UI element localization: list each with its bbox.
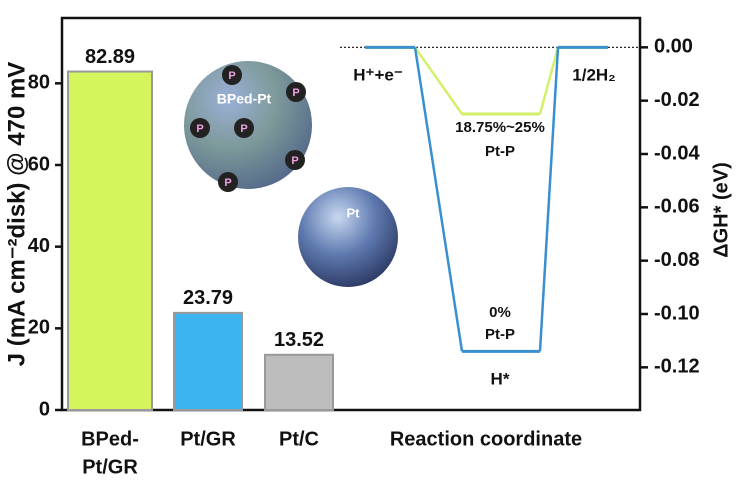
x-axis-label: Reaction coordinate [390,428,582,450]
series-label: Pt-P [485,143,515,160]
dopant-label: P [292,87,299,99]
x-tick-label: Pt/GR [82,456,138,478]
connector [413,46,464,115]
sphere-label: Pt [347,205,361,220]
dopant-dot [222,65,242,85]
state-label: 1/2H₂ [572,65,615,84]
y-tick-label: 40 [28,235,50,257]
x-tick-label: BPed- [81,428,139,450]
series-label: 0% [489,304,511,321]
state-label: H⁺+e⁻ [353,65,403,84]
dopant-dot [190,118,210,138]
value-label: 82.89 [85,46,135,68]
y-axis-label: J (mA cm⁻²disk) @ 470 mV [3,62,30,367]
y2-tick-label: -0.02 [654,89,700,111]
plot-frame [60,16,642,412]
y-tick-label: 0 [39,398,50,420]
y2-tick-label: -0.12 [654,356,700,378]
x-tick-label: Pt/C [279,428,319,450]
dopant-label: P [196,123,203,135]
series-label: 18.75%~25% [455,119,545,136]
series-label: Pt-P [485,326,515,343]
metal-sphere [298,187,398,287]
bar [67,70,153,411]
dopant-dot [286,82,306,102]
connector [538,47,560,352]
bar [264,353,334,411]
dopant-label: P [228,70,235,82]
bar [173,311,243,412]
y2-tick-label: -0.04 [654,142,700,164]
dopant-dot [285,150,305,170]
dopant-label: P [240,123,247,135]
y-tick-label: 20 [28,317,50,339]
x-tick-label: Pt/GR [180,428,236,450]
y2-tick-label: -0.08 [654,249,700,271]
y2-axis-label: ΔGH* (eV) [710,162,732,258]
state-label: H* [491,369,510,388]
dopant-dot [234,118,254,138]
dopant-label: P [291,155,298,167]
sphere-label: BPed-Pt [217,91,272,107]
dopant-dot [218,172,238,192]
y-tick-label: 80 [28,72,50,94]
value-label: 13.52 [274,329,324,351]
value-label: 23.79 [183,287,233,309]
y2-tick-label: 0.00 [654,36,693,58]
y2-tick-label: -0.06 [654,196,700,218]
dopant-label: P [224,177,231,189]
connector [538,47,560,115]
y2-tick-label: -0.10 [654,302,700,324]
connector [413,47,464,352]
y-tick-label: 60 [28,153,50,175]
